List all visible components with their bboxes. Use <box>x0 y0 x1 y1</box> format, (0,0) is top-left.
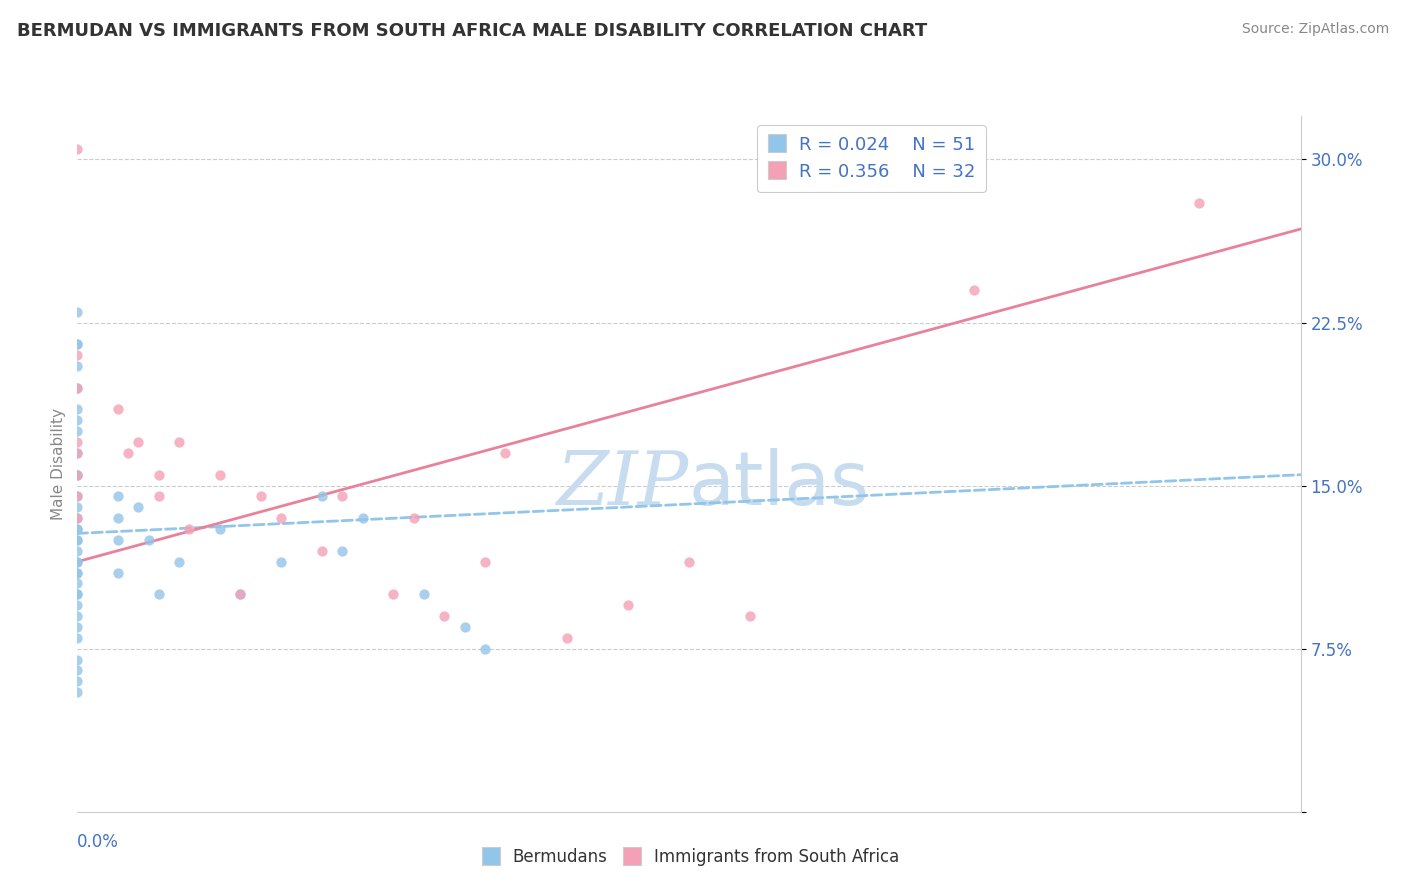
Point <box>66 598 89 612</box>
Point <box>270 555 292 569</box>
Point <box>117 446 139 460</box>
Point <box>332 544 354 558</box>
Point <box>66 566 89 580</box>
Point <box>66 576 89 591</box>
Y-axis label: Male Disability: Male Disability <box>51 408 66 520</box>
Point <box>66 631 89 645</box>
Point <box>433 609 456 624</box>
Point <box>179 522 201 536</box>
Point <box>148 467 170 482</box>
Point <box>107 511 129 525</box>
Text: ZIP: ZIP <box>557 449 689 521</box>
Point <box>963 283 986 297</box>
Point <box>474 641 496 656</box>
Point <box>66 467 89 482</box>
Point <box>66 359 89 373</box>
Point <box>107 566 129 580</box>
Point <box>66 652 89 666</box>
Point <box>208 467 231 482</box>
Point <box>66 490 89 504</box>
Point <box>66 609 89 624</box>
Point <box>453 620 475 634</box>
Point <box>66 522 89 536</box>
Point <box>617 598 640 612</box>
Text: atlas: atlas <box>689 448 870 521</box>
Text: Source: ZipAtlas.com: Source: ZipAtlas.com <box>1241 22 1389 37</box>
Point <box>107 533 129 547</box>
Point <box>66 413 89 427</box>
Point <box>208 522 231 536</box>
Point <box>107 490 129 504</box>
Point <box>66 381 89 395</box>
Point <box>66 490 89 504</box>
Point <box>66 142 89 156</box>
Text: 0.0%: 0.0% <box>77 832 120 851</box>
Point <box>1187 195 1209 210</box>
Point <box>66 467 89 482</box>
Point <box>270 511 292 525</box>
Point <box>66 304 89 318</box>
Point <box>138 533 160 547</box>
Point <box>66 555 89 569</box>
Point <box>66 522 89 536</box>
Point <box>66 511 89 525</box>
Point <box>382 587 405 601</box>
Point <box>413 587 436 601</box>
Point <box>495 446 517 460</box>
Point <box>66 435 89 450</box>
Point <box>66 402 89 417</box>
Point <box>66 348 89 362</box>
Point <box>66 446 89 460</box>
Point <box>66 620 89 634</box>
Point <box>66 424 89 438</box>
Point <box>66 587 89 601</box>
Point <box>66 685 89 699</box>
Point <box>66 544 89 558</box>
Point <box>169 555 191 569</box>
Point <box>332 490 354 504</box>
Point <box>66 381 89 395</box>
Point <box>66 533 89 547</box>
Point <box>229 587 252 601</box>
Text: BERMUDAN VS IMMIGRANTS FROM SOUTH AFRICA MALE DISABILITY CORRELATION CHART: BERMUDAN VS IMMIGRANTS FROM SOUTH AFRICA… <box>17 22 927 40</box>
Point <box>740 609 762 624</box>
Point <box>66 500 89 515</box>
Point <box>229 587 252 601</box>
Point <box>66 587 89 601</box>
Point <box>311 490 333 504</box>
Point <box>402 511 425 525</box>
Point <box>555 631 578 645</box>
Point <box>66 511 89 525</box>
Point <box>66 566 89 580</box>
Point <box>66 337 89 351</box>
Point <box>148 490 170 504</box>
Point <box>66 674 89 689</box>
Point <box>107 402 129 417</box>
Point <box>352 511 374 525</box>
Point <box>66 337 89 351</box>
Point <box>66 533 89 547</box>
Point <box>66 446 89 460</box>
Point <box>66 664 89 678</box>
Legend: Bermudans, Immigrants from South Africa: Bermudans, Immigrants from South Africa <box>472 842 905 873</box>
Point <box>311 544 333 558</box>
Point <box>169 435 191 450</box>
Point <box>678 555 700 569</box>
Point <box>66 467 89 482</box>
Point <box>474 555 496 569</box>
Point <box>127 435 149 450</box>
Point <box>66 555 89 569</box>
Point <box>127 500 149 515</box>
Point <box>148 587 170 601</box>
Point <box>250 490 273 504</box>
